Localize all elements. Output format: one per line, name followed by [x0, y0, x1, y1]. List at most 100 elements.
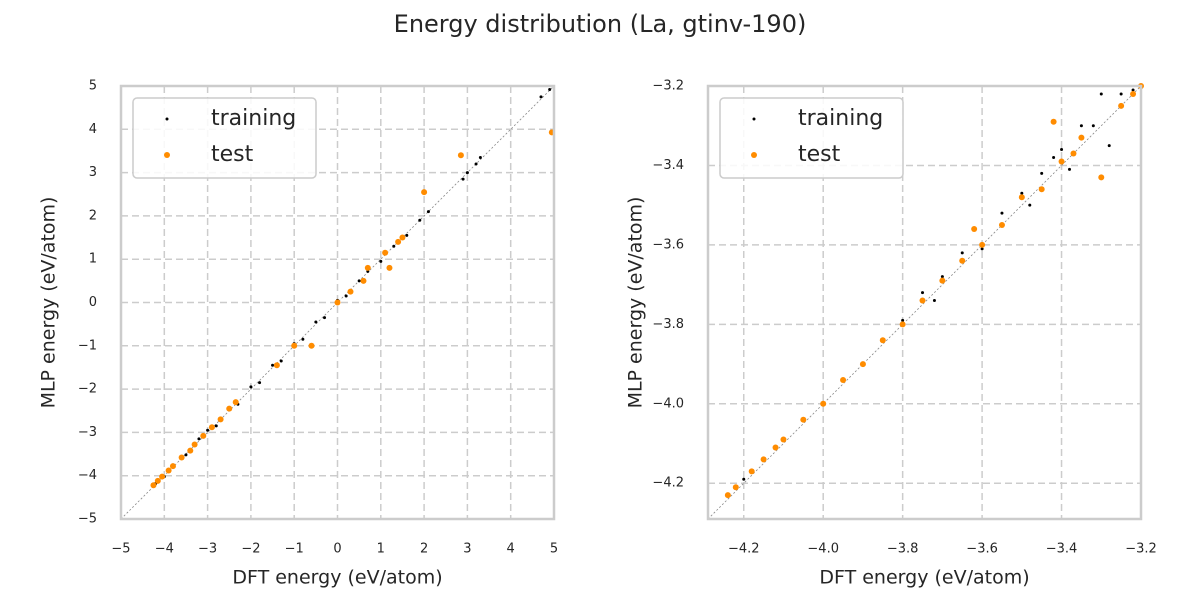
y-tick-label: 4 [89, 122, 97, 137]
point [1130, 90, 1137, 97]
point [732, 484, 739, 491]
y-tick-label: −3 [78, 425, 97, 440]
point [1107, 144, 1111, 148]
x-tick-label: 1 [377, 542, 385, 557]
x-tick-label: −1 [285, 542, 304, 557]
point [1000, 211, 1004, 215]
y-axis-label: MLP energy (eV/atom) [625, 197, 647, 409]
y-tick-label: 0 [89, 295, 97, 310]
point [150, 482, 157, 489]
legend-marker [165, 117, 169, 121]
y-tick-label: −2 [78, 382, 97, 397]
x-tick-label: −3.8 [887, 542, 919, 557]
point [1058, 158, 1065, 165]
point [418, 218, 422, 222]
x-tick-label: 3 [463, 542, 471, 557]
y-tick-label: −3.6 [652, 237, 684, 252]
point [1118, 102, 1125, 109]
point [1052, 156, 1056, 160]
point [165, 467, 172, 474]
point [273, 362, 280, 369]
point [200, 432, 207, 439]
point [382, 249, 389, 256]
x-axis-label: DFT energy (eV/atom) [232, 567, 442, 589]
point [347, 288, 354, 295]
point [921, 291, 925, 295]
point [940, 275, 944, 279]
point [1079, 124, 1083, 128]
point [971, 226, 978, 233]
point [1131, 88, 1135, 92]
point [214, 424, 218, 428]
x-tick-label: −4 [155, 542, 174, 557]
x-tick-label: −3.6 [966, 542, 998, 557]
point [364, 264, 371, 271]
point [820, 400, 827, 407]
point [184, 453, 188, 457]
point [226, 405, 233, 412]
y-tick-label: −4 [78, 468, 97, 483]
x-tick-label: 2 [420, 542, 428, 557]
y-tick-label: −3.4 [652, 158, 684, 173]
point [772, 444, 779, 451]
point [360, 277, 367, 284]
point [323, 316, 327, 320]
point [301, 337, 305, 341]
point [191, 441, 198, 448]
point [379, 259, 383, 263]
point [901, 318, 905, 322]
legend-label: training [798, 106, 883, 131]
point [919, 297, 926, 304]
point [357, 279, 361, 283]
legend-box [132, 97, 317, 179]
point [899, 321, 906, 328]
point [539, 95, 543, 99]
point [1038, 186, 1045, 193]
point [1028, 203, 1032, 207]
point [169, 463, 176, 470]
x-tick-label: 5 [550, 542, 558, 557]
point [1060, 148, 1064, 152]
point [939, 277, 946, 284]
x-tick-label: −3 [198, 542, 217, 557]
legend-marker [751, 152, 757, 158]
x-tick-label: −5 [111, 542, 130, 557]
point [1018, 194, 1025, 201]
x-tick-label: −3.2 [1125, 542, 1157, 557]
legend-box [719, 97, 904, 179]
x-tick-label: 4 [507, 542, 515, 557]
figure-title: Energy distribution (La, gtinv-190) [394, 10, 807, 38]
point [780, 436, 787, 443]
point [178, 454, 185, 461]
point [879, 337, 886, 344]
point [208, 424, 215, 431]
point [197, 437, 201, 441]
y-tick-label: 2 [89, 208, 97, 223]
point [457, 152, 464, 159]
x-tick-label: −3.4 [1046, 542, 1078, 557]
point [344, 294, 348, 298]
point [421, 189, 428, 196]
point [399, 234, 406, 241]
legend-label: training [211, 106, 296, 131]
x-axis-label: DFT energy (eV/atom) [819, 567, 1029, 589]
y-tick-label: 1 [89, 252, 97, 267]
point [932, 299, 936, 303]
point [271, 363, 275, 367]
point [1099, 92, 1103, 96]
point [217, 416, 224, 423]
x-tick-label: −2 [241, 542, 260, 557]
y-tick-label: −1 [78, 338, 97, 353]
point [474, 162, 478, 166]
y-tick-label: −4.2 [652, 476, 684, 491]
legend-label: test [798, 142, 841, 167]
point [291, 342, 298, 349]
point [392, 244, 396, 248]
point [426, 210, 430, 214]
point [760, 456, 767, 463]
y-tick-label: −3.2 [652, 79, 684, 94]
point [1098, 174, 1105, 181]
point [840, 376, 847, 383]
x-tick-label: −4.0 [807, 542, 839, 557]
